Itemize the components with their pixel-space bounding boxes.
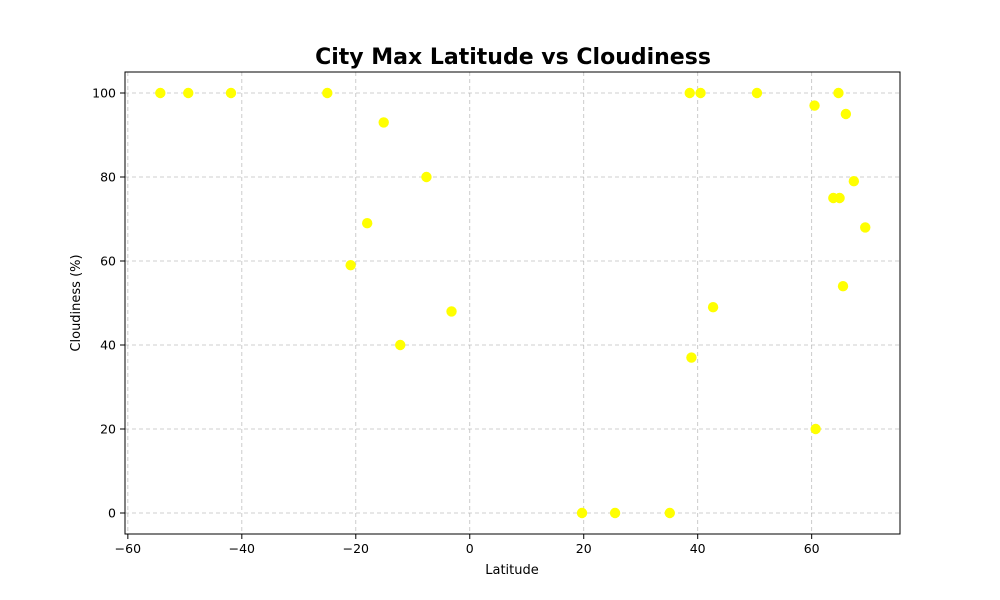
data-point [810, 423, 821, 435]
data-point [183, 87, 194, 99]
y-axis-label: Cloudiness (%) [69, 254, 84, 351]
data-point [809, 100, 820, 111]
x-tick-label: −20 [343, 541, 369, 556]
data-point [421, 171, 432, 183]
x-tick-label: 20 [576, 541, 592, 556]
data-point [576, 507, 588, 519]
data-points [155, 87, 871, 519]
data-point [837, 281, 849, 292]
data-point [707, 302, 719, 313]
x-tick-label: −40 [229, 541, 255, 556]
data-point [834, 192, 845, 204]
data-point [322, 87, 333, 99]
data-point [225, 87, 237, 99]
grid-lines [125, 72, 900, 534]
y-axis-ticks: 0 20 40 60 80 100 [92, 86, 125, 521]
y-tick-label: 0 [108, 506, 116, 521]
y-tick-label: 20 [100, 422, 116, 437]
data-point [751, 87, 763, 99]
x-axis-ticks: −60 −40 −20 0 20 40 60 [115, 534, 820, 556]
data-point [446, 306, 457, 317]
data-point [840, 108, 852, 120]
data-point [378, 117, 389, 128]
x-tick-label: 0 [466, 541, 474, 556]
data-point [155, 87, 166, 99]
data-point [833, 87, 844, 99]
y-tick-label: 60 [100, 254, 116, 269]
x-tick-label: 60 [804, 541, 820, 556]
y-tick-label: 40 [100, 338, 116, 353]
data-point [361, 218, 373, 229]
data-point [664, 507, 675, 519]
plot-frame [124, 71, 901, 535]
x-tick-label: 40 [690, 541, 706, 556]
x-axis-label: Latitude [485, 563, 539, 578]
data-point [848, 176, 860, 187]
y-tick-label: 80 [100, 170, 116, 185]
chart-title: City Max Latitude vs Cloudiness [315, 45, 711, 70]
data-point [686, 352, 697, 363]
x-tick-label: −60 [115, 541, 141, 556]
data-point [345, 260, 356, 271]
data-point [395, 339, 406, 351]
data-point [695, 87, 706, 99]
data-point [609, 507, 621, 519]
data-point [860, 222, 871, 233]
y-tick-label: 100 [92, 86, 116, 101]
data-point [684, 87, 695, 99]
